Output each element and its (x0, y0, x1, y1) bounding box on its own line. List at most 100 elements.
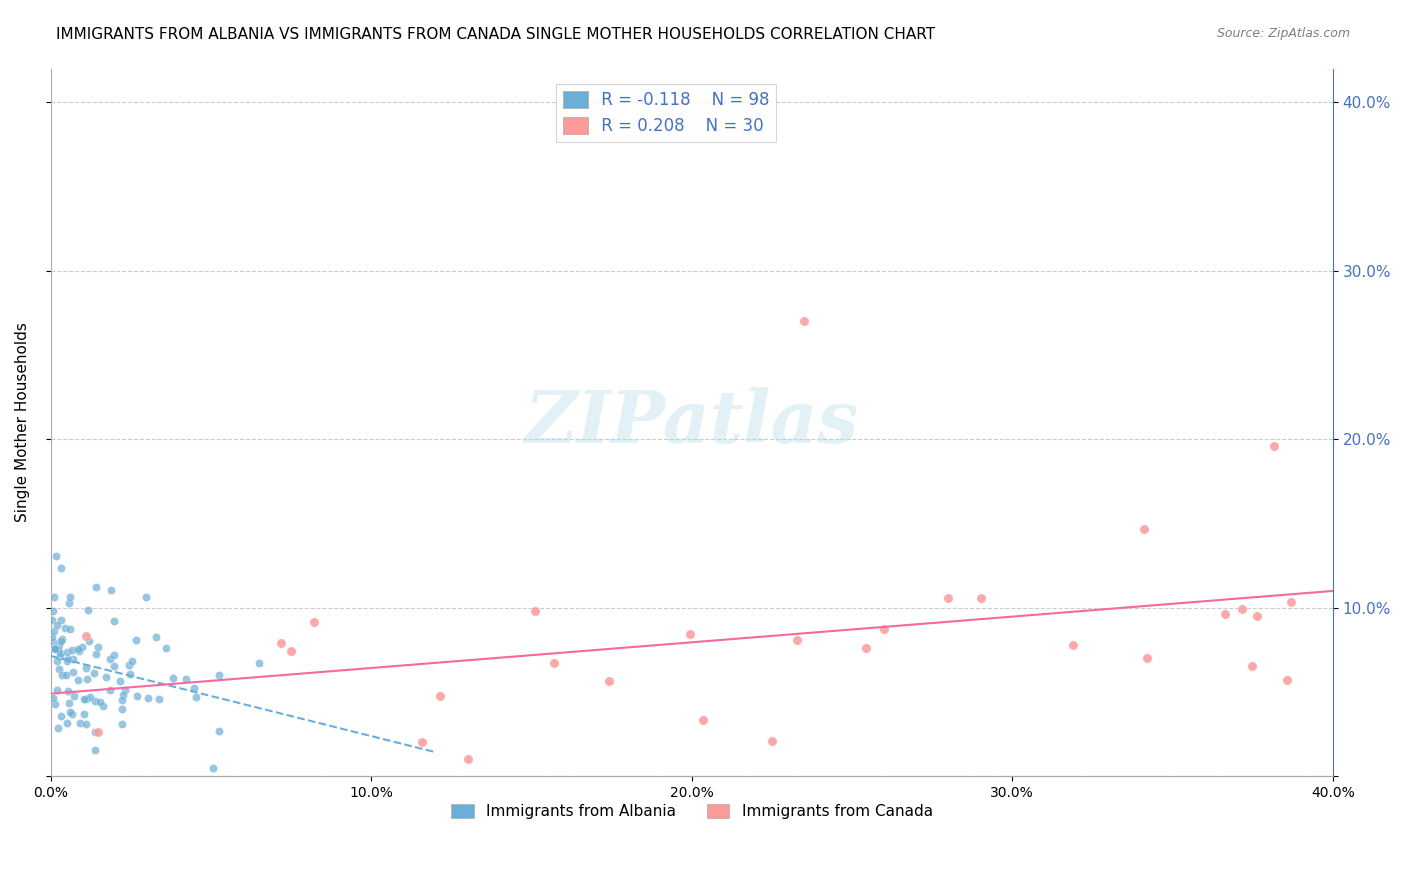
Point (162, 671, 184, 685)
Point (67, 644, 90, 658)
Point (761, 734, 783, 748)
Point (42, 690, 65, 705)
Point (786, 633, 808, 648)
Point (42, 635, 65, 649)
Point (121, 654, 143, 668)
Point (60, 707, 83, 722)
Point (145, 630, 167, 644)
Point (76, 672, 98, 686)
Point (86, 724, 108, 739)
Point (1062, 639, 1084, 653)
Point (41, 604, 63, 618)
Point (1213, 607, 1236, 621)
Point (45, 682, 67, 697)
Point (155, 640, 177, 655)
Point (679, 627, 702, 641)
Point (49, 613, 72, 627)
Point (136, 690, 159, 705)
Point (44, 642, 66, 657)
Point (183, 681, 205, 695)
Point (77, 633, 100, 648)
Point (56, 716, 79, 731)
Point (1240, 658, 1263, 673)
Point (1279, 595, 1302, 609)
Text: ZIPatlas: ZIPatlas (524, 387, 859, 458)
Point (692, 713, 714, 727)
Text: Source: ZipAtlas.com: Source: ZipAtlas.com (1216, 27, 1350, 40)
Point (56, 654, 79, 668)
Point (51, 633, 73, 648)
Point (83, 743, 105, 757)
Point (55, 668, 77, 682)
Point (58, 652, 80, 666)
Point (51, 632, 73, 646)
Point (98, 651, 121, 665)
Point (41, 613, 63, 627)
Point (66, 642, 89, 657)
Point (135, 591, 157, 605)
Point (63, 689, 86, 703)
Point (91, 699, 114, 714)
Point (124, 632, 146, 647)
Point (429, 689, 451, 703)
Point (111, 689, 134, 703)
Point (543, 657, 565, 671)
Point (174, 672, 197, 686)
Point (793, 314, 815, 328)
Point (75, 661, 97, 675)
Point (58, 696, 80, 710)
Point (103, 648, 125, 663)
Point (96, 670, 118, 684)
Point (84, 580, 107, 594)
Point (118, 657, 141, 672)
Point (302, 615, 325, 629)
Point (208, 668, 231, 682)
Point (75, 629, 97, 643)
Point (42, 641, 65, 656)
Point (970, 591, 993, 606)
Point (48, 662, 70, 676)
Point (89, 695, 111, 709)
Point (873, 622, 896, 636)
Point (598, 674, 620, 689)
Point (46, 721, 69, 735)
Point (1246, 608, 1268, 623)
Point (72, 691, 94, 706)
Point (111, 716, 134, 731)
Point (855, 641, 877, 656)
Y-axis label: Single Mother Households: Single Mother Households (15, 322, 30, 523)
Point (247, 657, 270, 671)
Point (148, 692, 170, 706)
Point (59, 705, 82, 719)
Point (86, 648, 108, 662)
Point (103, 659, 125, 673)
Point (60, 643, 83, 657)
Point (1263, 439, 1285, 453)
Point (51, 709, 73, 723)
Point (84, 693, 107, 707)
Point (87, 640, 110, 654)
Point (55, 645, 77, 659)
Point (77, 603, 100, 617)
Point (42, 590, 65, 604)
Point (208, 723, 231, 738)
Point (111, 702, 134, 716)
Point (103, 614, 125, 628)
Point (1275, 673, 1298, 687)
Point (44, 697, 66, 711)
Point (120, 667, 142, 681)
Point (45, 549, 67, 563)
Point (66, 673, 89, 687)
Point (75, 717, 97, 731)
Point (1136, 650, 1159, 665)
Point (49, 646, 72, 660)
Point (53, 621, 76, 635)
Point (62, 652, 84, 666)
Point (114, 682, 136, 697)
Point (83, 724, 105, 739)
Point (75, 691, 97, 706)
Point (201, 761, 224, 775)
Point (411, 735, 433, 749)
Point (46, 618, 69, 632)
Point (42, 624, 65, 639)
